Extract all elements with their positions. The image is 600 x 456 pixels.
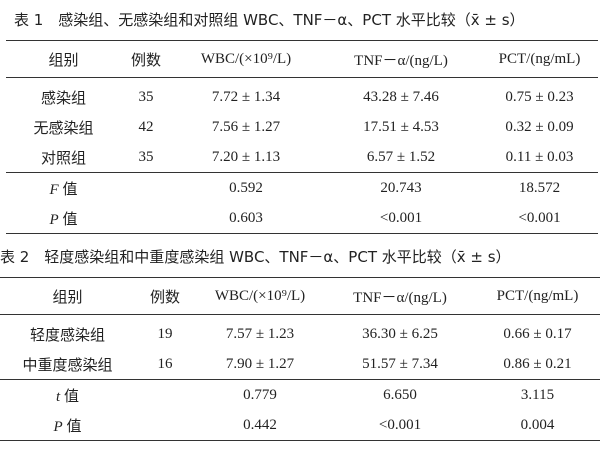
cell: 19: [157, 325, 173, 342]
table: 组别 例数 WBC/(×10⁹/L) TNF－α/(ng/L) PCT/(ng/mL) 感…: [6, 40, 598, 234]
header-cell: TNF－α/(ng/L): [321, 40, 481, 78]
cell: 0.86 ± 0.21: [503, 355, 572, 372]
cell: 7.57 ± 1.23: [225, 325, 295, 342]
table-block: 表 1 感染组、无感染组和对照组 WBC、TNF－α、PCT 水平比较（x̄ ±…: [6, 11, 598, 234]
empty-cell: [135, 410, 195, 441]
empty-cell: [121, 203, 171, 234]
header-cell: 组别: [6, 40, 121, 78]
cell: 7.56 ± 1.27: [211, 118, 281, 135]
data-row: 轻度感染组 19 7.57 ± 1.23 36.30 ± 6.25 0.66 ± 0.1…: [0, 315, 600, 350]
cell: 35: [138, 148, 154, 165]
data-row: 感染组 35 7.72 ± 1.34 43.28 ± 7.46 0.75 ± 0.23: [6, 78, 598, 113]
cell: 无感染组: [33, 120, 94, 137]
cell: 16: [157, 355, 173, 372]
stat-value: 0.004: [475, 410, 600, 441]
cell: 17.51 ± 4.53: [363, 118, 439, 135]
cell: 0.11 ± 0.03: [505, 148, 574, 165]
stat-label: t 值: [0, 379, 135, 410]
stat-value: 0.779: [195, 379, 325, 410]
stat-row: P 值 0.442 <0.001 0.004: [0, 410, 600, 441]
cell: 0.66 ± 0.17: [503, 325, 572, 342]
empty-cell: [121, 172, 171, 203]
cell: 轻度感染组: [29, 327, 105, 344]
cell: 43.28 ± 7.46: [363, 88, 439, 105]
stat-value: 18.572: [481, 172, 598, 203]
stat-value: 3.115: [475, 379, 600, 410]
header-cell: 例数: [135, 277, 195, 315]
stat-label: P 值: [6, 203, 121, 234]
header-cell: 组别: [0, 277, 135, 315]
empty-cell: [135, 379, 195, 410]
cell: 51.57 ± 7.34: [362, 355, 438, 372]
header-cell: PCT/(ng/mL): [481, 40, 598, 78]
stat-value: 0.603: [171, 203, 321, 234]
header-cell: 例数: [121, 40, 171, 78]
cell: 35: [138, 88, 154, 105]
cell: 7.90 ± 1.27: [225, 355, 295, 372]
stat-value: <0.001: [325, 410, 475, 441]
header-row: 组别 例数 WBC/(×10⁹/L) TNF－α/(ng/L) PCT/(ng/mL): [0, 277, 600, 315]
header-cell: PCT/(ng/mL): [475, 277, 600, 315]
table: 组别 例数 WBC/(×10⁹/L) TNF－α/(ng/L) PCT/(ng/mL) 轻…: [0, 277, 600, 441]
table-title: 表 2 轻度感染组和中重度感染组 WBC、TNF－α、PCT 水平比较（x̄ ±…: [0, 248, 511, 266]
table-title: 表 1 感染组、无感染组和对照组 WBC、TNF－α、PCT 水平比较（x̄ ±…: [14, 11, 525, 29]
stat-value: 0.442: [195, 410, 325, 441]
cell: 36.30 ± 6.25: [362, 325, 438, 342]
cell: 7.72 ± 1.34: [211, 88, 281, 105]
stat-row: P 值 0.603 <0.001 <0.001: [6, 203, 598, 234]
cell: 中重度感染组: [22, 357, 113, 374]
stat-value: 0.592: [171, 172, 321, 203]
stat-value: <0.001: [321, 203, 481, 234]
table-block: 表 2 轻度感染组和中重度感染组 WBC、TNF－α、PCT 水平比较（x̄ ±…: [0, 234, 600, 441]
cell: 6.57 ± 1.52: [366, 148, 436, 165]
cell: 0.75 ± 0.23: [505, 88, 574, 105]
data-row: 无感染组 42 7.56 ± 1.27 17.51 ± 4.53 0.32 ± 0.09: [6, 112, 598, 142]
stat-label: F 值: [6, 172, 121, 203]
data-row: 中重度感染组 16 7.90 ± 1.27 51.57 ± 7.34 0.86 ± 0.…: [0, 349, 600, 380]
cell: 对照组: [40, 150, 86, 167]
stat-row: F 值 0.592 20.743 18.572: [6, 172, 598, 203]
header-cell: WBC/(×10⁹/L): [171, 40, 321, 78]
cell: 感染组: [40, 90, 86, 107]
cell: 42: [138, 118, 154, 135]
stat-value: 20.743: [321, 172, 481, 203]
stat-row: t 值 0.779 6.650 3.115: [0, 379, 600, 410]
stat-label: P 值: [0, 410, 135, 441]
stat-value: <0.001: [481, 203, 598, 234]
cell: 0.32 ± 0.09: [505, 118, 574, 135]
stat-value: 6.650: [325, 379, 475, 410]
cell: 7.20 ± 1.13: [211, 148, 281, 165]
header-row: 组别 例数 WBC/(×10⁹/L) TNF－α/(ng/L) PCT/(ng/mL): [6, 40, 598, 78]
data-row: 对照组 35 7.20 ± 1.13 6.57 ± 1.52 0.11 ± 0.03: [6, 142, 598, 173]
header-cell: TNF－α/(ng/L): [325, 277, 475, 315]
header-cell: WBC/(×10⁹/L): [195, 277, 325, 315]
